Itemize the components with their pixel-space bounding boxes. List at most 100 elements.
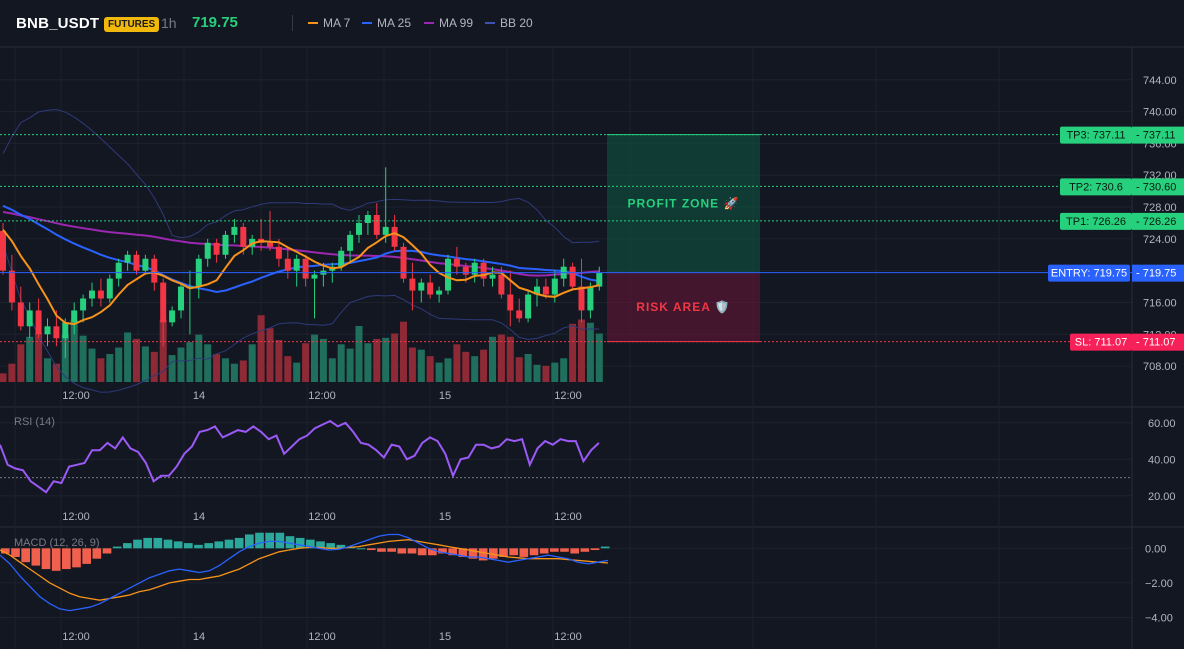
profit-zone bbox=[607, 134, 760, 273]
volume-bar bbox=[106, 354, 114, 382]
volume-bar bbox=[533, 364, 541, 382]
candle-body bbox=[578, 286, 585, 311]
candle-body bbox=[338, 250, 345, 267]
macd-histogram-bar bbox=[21, 548, 30, 563]
macd-histogram-bar bbox=[133, 539, 142, 549]
volume-bar bbox=[115, 347, 123, 382]
macd-histogram-bar bbox=[163, 539, 173, 549]
volume-bar bbox=[346, 348, 354, 382]
candle-body bbox=[35, 310, 42, 335]
volume-bar bbox=[355, 326, 363, 382]
volume-bar bbox=[391, 333, 399, 382]
macd-histogram-bar bbox=[519, 548, 529, 557]
legend-ma25[interactable]: MA 25 bbox=[362, 16, 411, 30]
volume-bar bbox=[364, 343, 372, 382]
candle-body bbox=[240, 226, 247, 247]
price-axis-tag-text: - 730.60 bbox=[1136, 181, 1176, 193]
candle-body bbox=[71, 310, 78, 323]
volume-bar bbox=[97, 358, 105, 382]
macd-y-tick-label: −4.00 bbox=[1145, 613, 1173, 625]
candle-body bbox=[569, 266, 576, 287]
rsi-x-tick-label: 14 bbox=[193, 511, 205, 523]
y-tick-label: 724.00 bbox=[1143, 234, 1177, 246]
candle-body bbox=[97, 290, 104, 299]
macd-histogram-bar bbox=[41, 548, 51, 570]
volume-bar bbox=[275, 340, 283, 382]
macd-histogram-bar bbox=[458, 548, 468, 557]
volume-bar bbox=[257, 315, 265, 382]
candle-body bbox=[293, 258, 300, 271]
level-label: ENTRY: 719.75 bbox=[1051, 268, 1127, 280]
bb20-swatch-icon bbox=[485, 22, 495, 24]
candle-body bbox=[542, 286, 549, 295]
legend-ma99-label: MA 99 bbox=[439, 16, 474, 30]
volume-bar bbox=[480, 349, 488, 382]
candle-body bbox=[267, 242, 273, 247]
macd-histogram-bar bbox=[316, 541, 325, 549]
macd-histogram-bar bbox=[62, 548, 71, 570]
volume-bar bbox=[52, 363, 60, 382]
ma99-line bbox=[2, 211, 600, 277]
candle-body bbox=[427, 282, 434, 295]
volume-bar bbox=[26, 336, 34, 382]
legend-bb20[interactable]: BB 20 bbox=[485, 16, 533, 30]
candle-body bbox=[284, 258, 291, 271]
rsi-y-tick-label: 20.00 bbox=[1148, 491, 1176, 503]
macd-histogram-bar bbox=[184, 543, 193, 549]
volume-bar bbox=[471, 356, 479, 382]
y-tick-label: 708.00 bbox=[1143, 361, 1177, 373]
macd-histogram-bar bbox=[377, 548, 386, 552]
macd-histogram-bar bbox=[529, 548, 539, 556]
candle-body bbox=[178, 286, 184, 311]
candle-body bbox=[525, 294, 532, 319]
y-tick-label: 744.00 bbox=[1143, 75, 1177, 87]
volume-bar bbox=[124, 332, 132, 382]
candle-body bbox=[133, 254, 140, 271]
candle-body bbox=[373, 215, 380, 235]
volume-bar bbox=[17, 344, 25, 382]
candle-body bbox=[62, 322, 69, 339]
candle-body bbox=[222, 234, 229, 255]
candle-body bbox=[160, 282, 167, 323]
macd-histogram-bar bbox=[539, 548, 549, 554]
macd-histogram-bar bbox=[580, 548, 590, 552]
macd-histogram-bar bbox=[407, 548, 417, 554]
macd-histogram-bar bbox=[438, 548, 447, 554]
macd-histogram-bar bbox=[499, 548, 508, 557]
volume-bar bbox=[426, 356, 434, 382]
macd-histogram-bar bbox=[397, 548, 407, 554]
candle-body bbox=[507, 294, 514, 311]
legend-ma99[interactable]: MA 99 bbox=[424, 16, 473, 30]
volume-bar bbox=[319, 338, 327, 382]
macd-histogram-bar bbox=[204, 543, 213, 549]
candle-body bbox=[516, 310, 523, 319]
volume-bar bbox=[551, 362, 559, 382]
macd-histogram-bar bbox=[143, 537, 152, 549]
main-x-tick-label: 14 bbox=[193, 390, 205, 402]
price-axis-tag-text: - 711.07 bbox=[1136, 337, 1176, 349]
candle-body bbox=[587, 286, 594, 311]
macd-histogram-bar bbox=[173, 541, 183, 549]
candle-body bbox=[436, 290, 443, 295]
macd-histogram-bar bbox=[306, 539, 315, 549]
y-tick-label: 740.00 bbox=[1143, 107, 1177, 119]
legend-bb20-label: BB 20 bbox=[500, 16, 533, 30]
macd-histogram-bar bbox=[600, 546, 610, 549]
volume-bar bbox=[133, 338, 140, 382]
risk-zone-label: RISK AREA 🛡️ bbox=[636, 300, 730, 314]
volume-bar bbox=[141, 346, 149, 382]
candle-body bbox=[204, 242, 211, 259]
candle-body bbox=[400, 246, 407, 279]
candle-body bbox=[489, 274, 496, 279]
candle-body bbox=[80, 298, 87, 311]
legend-ma7[interactable]: MA 7 bbox=[308, 16, 350, 30]
volume-bar bbox=[311, 334, 318, 382]
level-label-box bbox=[1060, 178, 1132, 196]
volume-bar bbox=[248, 344, 256, 382]
legend-ma7-label: MA 7 bbox=[323, 16, 351, 30]
candle-body bbox=[534, 286, 540, 295]
timeframe-label[interactable]: 1h bbox=[161, 15, 177, 31]
symbol-name[interactable]: BNB_USDT bbox=[16, 15, 100, 32]
candle-body bbox=[17, 302, 24, 327]
